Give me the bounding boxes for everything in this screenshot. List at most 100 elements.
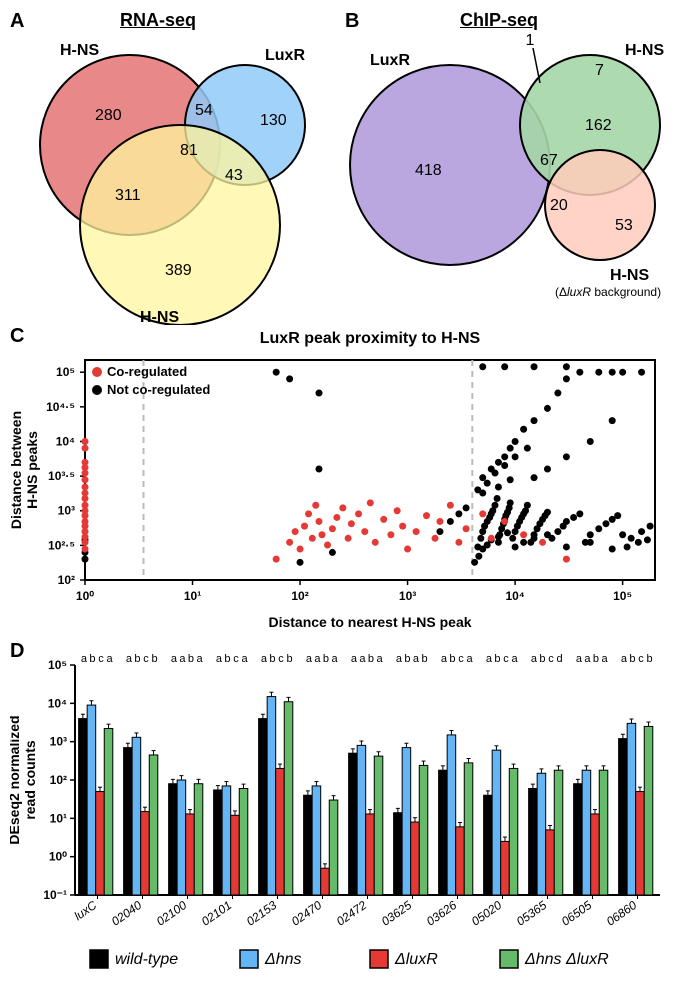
svg-text:10⁵: 10⁵ [48,658,67,672]
svg-text:a: a [531,653,538,665]
svg-text:a: a [621,653,628,665]
svg-text:a: a [584,653,591,665]
svg-text:b: b [449,653,455,665]
svg-text:10³: 10³ [399,589,416,603]
svg-text:a: a [376,653,383,665]
svg-text:H-NS: H-NS [610,267,649,284]
svg-text:b: b [286,653,292,665]
svg-text:b: b [404,653,410,665]
svg-text:H-NS: H-NS [625,42,664,59]
svg-text:81: 81 [180,142,198,159]
svg-text:10¹: 10¹ [184,589,201,603]
svg-text:Distance to nearest H-NS peak: Distance to nearest H-NS peak [268,614,471,630]
svg-text:b: b [134,653,140,665]
svg-text:418: 418 [415,162,442,179]
svg-text:280: 280 [95,107,122,124]
svg-text:7: 7 [595,62,604,79]
svg-text:a: a [466,653,473,665]
svg-text:10¹: 10¹ [50,811,67,825]
svg-text:c: c [458,653,464,665]
svg-text:130: 130 [260,112,287,129]
svg-text:06505: 06505 [559,898,595,929]
svg-text:b: b [188,653,194,665]
svg-text:b: b [151,653,157,665]
svg-text:a: a [413,653,420,665]
venn-a: H-NSLuxRH-NS(ΔluxR background)2801303895… [10,15,340,325]
svg-text:(ΔluxR background): (ΔluxR background) [555,285,661,299]
svg-text:c: c [638,653,644,665]
svg-text:a: a [511,653,518,665]
svg-text:a: a [351,653,358,665]
svg-text:b: b [269,653,275,665]
svg-text:c: c [233,653,239,665]
svg-text:LuxR: LuxR [265,47,305,64]
svg-text:H-NS: H-NS [140,309,179,325]
panel-c-label: C [10,325,24,348]
svg-text:a: a [196,653,203,665]
svg-text:LuxR peak proximity to H-NS: LuxR peak proximity to H-NS [260,330,481,347]
svg-text:10⁴: 10⁴ [505,589,524,603]
svg-text:Δhns: Δhns [264,951,302,968]
svg-text:162: 162 [585,117,612,134]
svg-text:10⁴: 10⁴ [56,434,75,448]
svg-text:Δhns ΔluxR: Δhns ΔluxR [524,951,609,968]
svg-text:H-NS: H-NS [60,42,99,59]
svg-text:Distance betweenH-NS peaks: Distance betweenH-NS peaks [10,411,40,529]
svg-text:a: a [331,653,338,665]
svg-text:a: a [81,653,88,665]
svg-text:LuxR: LuxR [370,52,410,69]
svg-text:DEseq2 normalizedread counts: DEseq2 normalizedread counts [10,715,38,844]
svg-text:a: a [314,653,321,665]
svg-text:wild-type: wild-type [115,951,178,968]
svg-text:a: a [171,653,178,665]
svg-text:10⁵: 10⁵ [613,589,632,603]
svg-text:54: 54 [195,102,213,119]
svg-text:b: b [323,653,329,665]
svg-text:a: a [179,653,186,665]
svg-text:02470: 02470 [289,898,325,929]
svg-text:a: a [216,653,223,665]
scatter-c: 10⁰10¹10²10³10⁴10⁵10²10²·⁵10³10³·⁵10⁴10⁴… [10,325,670,635]
svg-text:10⁻¹: 10⁻¹ [43,888,67,902]
svg-text:02040: 02040 [109,898,145,929]
svg-text:20: 20 [550,197,568,214]
svg-text:10²: 10² [291,589,308,603]
svg-text:67: 67 [540,152,558,169]
svg-text:c: c [98,653,104,665]
svg-text:10³: 10³ [58,504,75,518]
svg-text:10⁵: 10⁵ [56,365,75,379]
bar-d: 10⁻¹10⁰10¹10²10³10⁴10⁵luxCabca02040abcb0… [10,640,670,980]
svg-text:10²: 10² [58,573,75,587]
svg-text:Not co-regulated: Not co-regulated [107,382,210,397]
svg-text:c: c [503,653,509,665]
svg-text:03626: 03626 [424,898,460,929]
svg-text:03625: 03625 [379,898,415,929]
svg-text:a: a [106,653,113,665]
svg-text:b: b [593,653,599,665]
svg-text:b: b [494,653,500,665]
svg-text:luxC: luxC [72,898,100,923]
svg-text:06860: 06860 [604,898,640,929]
svg-text:10⁴: 10⁴ [48,696,67,710]
svg-text:a: a [396,653,403,665]
svg-text:b: b [368,653,374,665]
svg-text:43: 43 [225,167,243,184]
svg-text:a: a [359,653,366,665]
panel-d-label: D [10,640,24,663]
svg-text:10²: 10² [50,773,67,787]
svg-text:b: b [629,653,635,665]
svg-text:02100: 02100 [154,898,190,929]
svg-text:10⁰: 10⁰ [76,589,94,603]
svg-text:a: a [576,653,583,665]
svg-text:10⁴·⁵: 10⁴·⁵ [46,400,75,414]
svg-text:a: a [486,653,493,665]
svg-text:02153: 02153 [244,898,280,929]
svg-text:1: 1 [526,32,535,49]
svg-text:a: a [241,653,248,665]
svg-text:10³: 10³ [50,735,67,749]
svg-text:a: a [306,653,313,665]
svg-text:10³·⁵: 10³·⁵ [48,469,75,483]
svg-text:b: b [646,653,652,665]
svg-text:05020: 05020 [469,898,505,929]
svg-text:311: 311 [115,187,141,204]
